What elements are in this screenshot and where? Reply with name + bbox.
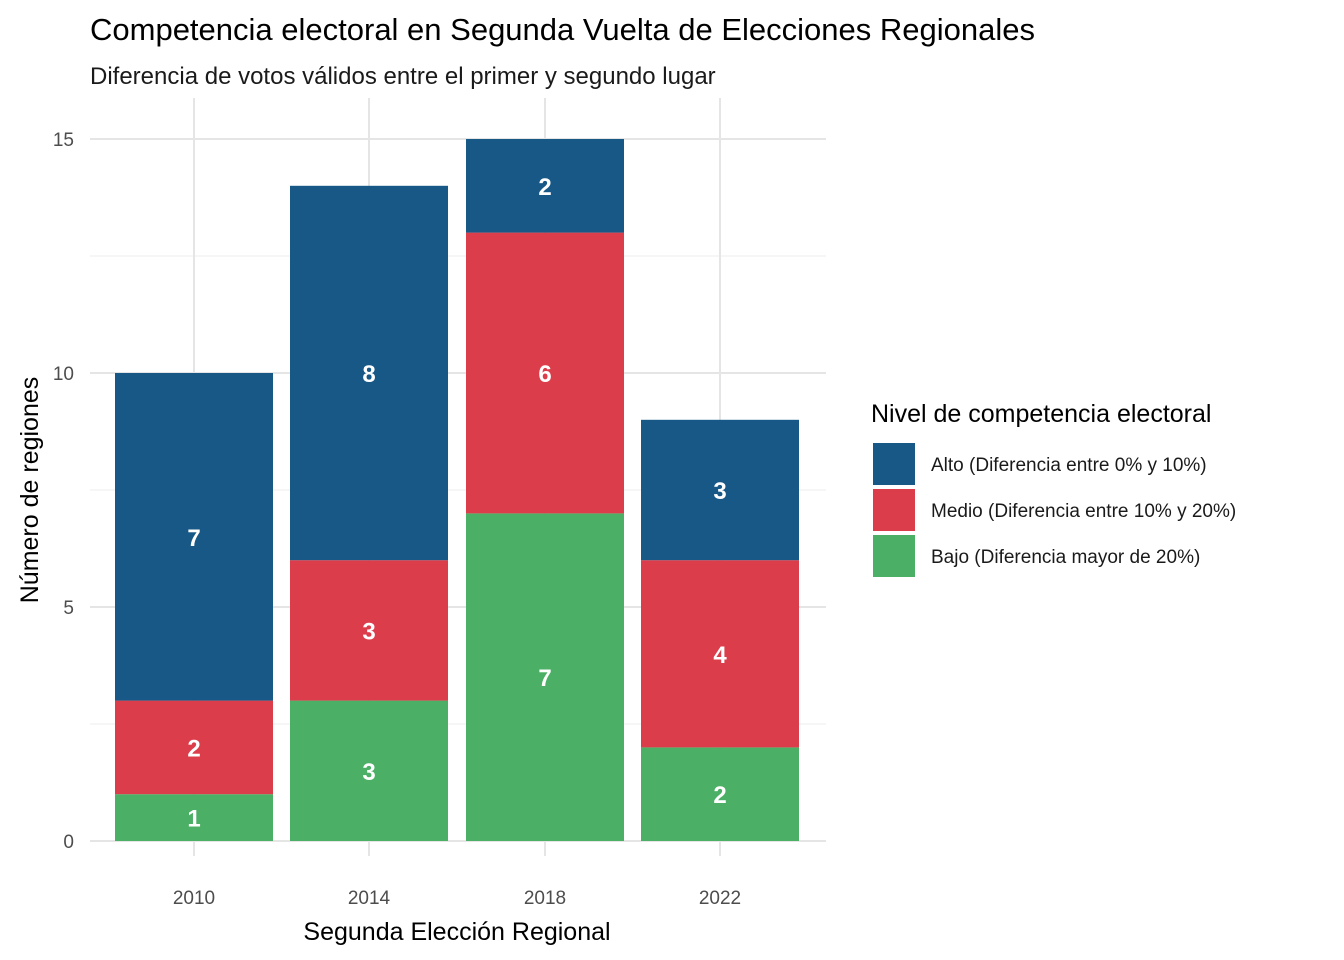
y-tick-label: 0 (63, 832, 74, 853)
x-axis-title: Segunda Elección Regional (303, 918, 610, 946)
bar-value-label: 7 (187, 525, 200, 552)
bar-segment (466, 139, 624, 233)
bar-value-label: 7 (538, 665, 551, 692)
y-axis-title: Número de regiones (16, 377, 44, 604)
bar-segment (115, 373, 273, 701)
bar-segment (641, 560, 799, 748)
bar-value-label: 3 (713, 478, 726, 505)
bar-value-label: 4 (713, 642, 727, 669)
x-axis-ticks: 2010 2014 2018 2022 (173, 888, 741, 909)
bar-value-label: 3 (362, 618, 375, 645)
bar-segment (466, 513, 624, 841)
x-tick-label: 2010 (173, 888, 215, 909)
chart-title: Competencia electoral en Segunda Vuelta … (90, 12, 1035, 47)
y-tick-label: 5 (63, 598, 74, 619)
bar-value-label: 1 (187, 806, 200, 833)
bar-segment (115, 700, 273, 795)
bar-segment (290, 185, 448, 561)
legend-swatch (873, 489, 915, 531)
bar-value-label: 6 (538, 361, 551, 388)
legend-swatch (873, 535, 915, 577)
bar-value-label: 3 (362, 759, 375, 786)
chart-subtitle: Diferencia de votos válidos entre el pri… (90, 63, 716, 90)
bar-value-label: 2 (713, 782, 726, 809)
legend-swatch (873, 443, 915, 485)
legend-title: Nivel de competencia electoral (871, 400, 1211, 428)
x-tick-label: 2022 (699, 888, 741, 909)
bar-segment (290, 560, 448, 701)
bars: 1 2 7 3 3 8 7 6 2 2 4 3 (115, 139, 799, 841)
legend-label: Medio (Diferencia entre 10% y 20%) (931, 501, 1236, 522)
x-tick-label: 2018 (524, 888, 566, 909)
legend: Nivel de competencia electoral Alto (Dif… (871, 400, 1236, 577)
legend-label: Alto (Diferencia entre 0% y 10%) (931, 455, 1207, 476)
bar-value-label: 2 (538, 174, 551, 201)
y-axis-ticks: 0 5 10 15 (53, 130, 74, 853)
x-tick-label: 2014 (348, 888, 391, 909)
bar-segment (641, 747, 799, 841)
bar-segment (466, 232, 624, 514)
y-tick-label: 10 (53, 364, 74, 385)
bar-value-label: 8 (362, 361, 375, 388)
y-tick-label: 15 (53, 130, 74, 151)
bar-segment (641, 419, 799, 561)
bar-segment (290, 700, 448, 841)
bar-value-label: 2 (187, 735, 200, 762)
legend-label: Bajo (Diferencia mayor de 20%) (931, 547, 1200, 568)
bar-segment (115, 794, 273, 841)
